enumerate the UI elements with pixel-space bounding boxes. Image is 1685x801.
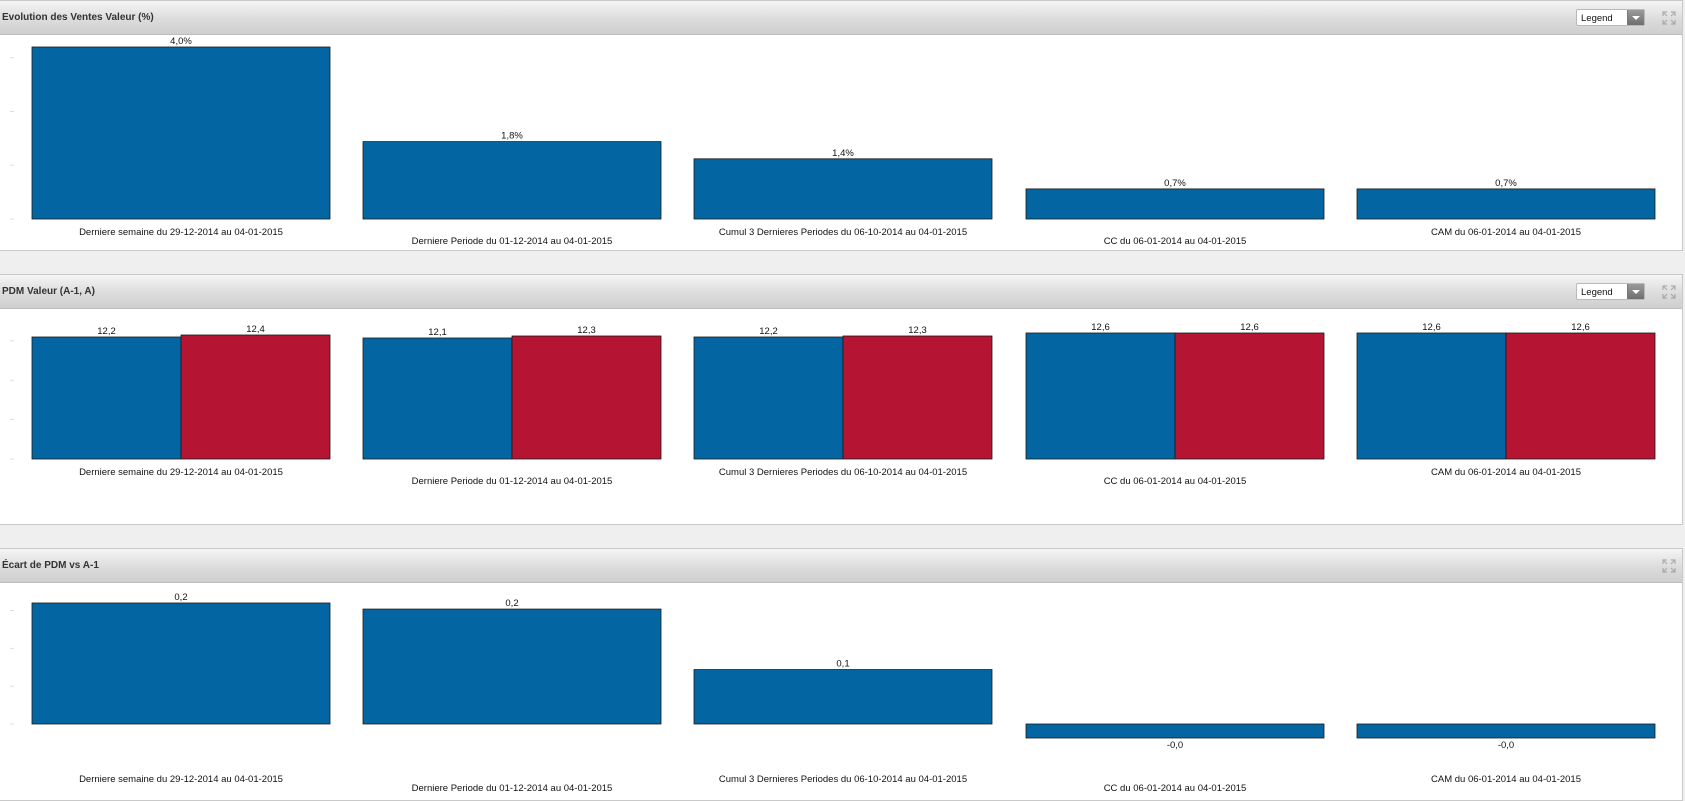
bar-value-label: -0,0	[1498, 740, 1514, 751]
chart-bar[interactable]	[31, 602, 331, 725]
category-label: CC du 06-01-2014 au 04-01-2015	[1104, 476, 1247, 487]
bar-value-label: 1,8%	[501, 131, 523, 142]
bar-value-label: 0,2	[174, 592, 187, 603]
chart-bar[interactable]	[693, 336, 844, 460]
chart-bar[interactable]	[1356, 723, 1656, 739]
bar-value-label: 0,2	[505, 598, 518, 609]
panel-title: Evolution des Ventes Valeur (%)	[2, 12, 154, 23]
bar-value-label: 0,7%	[1495, 178, 1517, 189]
chart-bar[interactable]	[362, 337, 513, 460]
chart-bar[interactable]	[1356, 332, 1507, 460]
chart-bar[interactable]	[31, 46, 331, 220]
category-label: CC du 06-01-2014 au 04-01-2015	[1104, 236, 1247, 247]
chart-bar[interactable]	[1025, 188, 1325, 220]
category-label: Derniere Periode du 01-12-2014 au 04-01-…	[412, 476, 613, 487]
chart-bar[interactable]	[31, 336, 182, 460]
chart-panel-ecart: Écart de PDM vs A-1 0,2 Derniere semaine …	[0, 548, 1683, 801]
panel-header: PDM Valeur (A-1, A) Legend	[0, 275, 1682, 309]
legend-dropdown-label: Legend	[1581, 13, 1613, 24]
category-label: Cumul 3 Dernieres Periodes du 06-10-2014…	[719, 467, 967, 478]
bar-value-label: -0,0	[1167, 740, 1183, 751]
category-label: Derniere semaine du 29-12-2014 au 04-01-…	[79, 227, 283, 238]
bar-value-label: 12,4	[246, 324, 265, 335]
chart-bar[interactable]	[362, 141, 662, 220]
panel-title: PDM Valeur (A-1, A)	[2, 286, 95, 297]
bar-value-label: 12,2	[97, 326, 116, 337]
category-label: CAM du 06-01-2014 au 04-01-2015	[1431, 227, 1581, 238]
bar-value-label: 12,3	[577, 325, 596, 336]
bar-chart-ventes: 4,0% Derniere semaine du 29-12-2014 au 04…	[10, 36, 1656, 247]
bar-value-label: 12,6	[1422, 322, 1441, 333]
bar-value-label: 12,6	[1240, 322, 1259, 333]
chevron-down-icon[interactable]	[1627, 10, 1644, 25]
chart-bar[interactable]	[693, 669, 993, 725]
chart-bar[interactable]	[842, 335, 993, 460]
chart-bar[interactable]	[1505, 332, 1656, 460]
panel-title: Écart de PDM vs A-1	[2, 560, 99, 571]
chart-bar[interactable]	[1174, 332, 1325, 460]
bar-chart-ecart: 0,2 Derniere semaine du 29-12-2014 au 04-…	[10, 592, 1656, 794]
bar-value-label: 12,6	[1571, 322, 1590, 333]
bar-chart-pdm: 12,2 12,4 Derniere semaine du 29-12-2014 a…	[10, 322, 1656, 487]
category-label: Cumul 3 Dernieres Periodes du 06-10-2014…	[719, 774, 967, 785]
category-label: Derniere semaine du 29-12-2014 au 04-01-…	[79, 774, 283, 785]
legend-dropdown[interactable]: Legend	[1576, 9, 1645, 26]
bar-value-label: 12,2	[759, 326, 778, 337]
chart-bar[interactable]	[1356, 188, 1656, 220]
bar-value-label: 12,3	[908, 325, 927, 336]
bar-value-label: 0,1	[836, 659, 849, 670]
chart-bar[interactable]	[693, 158, 993, 220]
chart-panel-pdm: PDM Valeur (A-1, A) Legend 12,2 12,4 Derni…	[0, 274, 1683, 525]
chart-bar[interactable]	[180, 334, 331, 460]
category-label: Derniere Periode du 01-12-2014 au 04-01-…	[412, 236, 613, 247]
bar-value-label: 0,7%	[1164, 178, 1186, 189]
chart-bar[interactable]	[1025, 723, 1325, 739]
expand-icon[interactable]	[1662, 285, 1676, 299]
category-label: Derniere semaine du 29-12-2014 au 04-01-…	[79, 467, 283, 478]
category-label: CAM du 06-01-2014 au 04-01-2015	[1431, 774, 1581, 785]
panel-header: Evolution des Ventes Valeur (%) Legend	[0, 1, 1682, 35]
chart-bar[interactable]	[511, 335, 662, 460]
panel-header: Écart de PDM vs A-1	[0, 549, 1682, 583]
expand-icon[interactable]	[1662, 11, 1676, 25]
expand-icon[interactable]	[1662, 559, 1676, 573]
category-label: Derniere Periode du 01-12-2014 au 04-01-…	[412, 783, 613, 794]
category-label: Cumul 3 Dernieres Periodes du 06-10-2014…	[719, 227, 967, 238]
bar-value-label: 1,4%	[832, 148, 854, 159]
chart-bar[interactable]	[362, 608, 662, 725]
category-label: CC du 06-01-2014 au 04-01-2015	[1104, 783, 1247, 794]
chevron-down-icon[interactable]	[1627, 284, 1644, 299]
chart-panel-ventes: Evolution des Ventes Valeur (%) Legend 4…	[0, 0, 1683, 251]
bar-value-label: 12,6	[1091, 322, 1110, 333]
bar-value-label: 12,1	[428, 327, 447, 338]
bar-value-label: 4,0%	[170, 36, 192, 47]
chart-bar[interactable]	[1025, 332, 1176, 460]
legend-dropdown-label: Legend	[1581, 287, 1613, 298]
legend-dropdown[interactable]: Legend	[1576, 283, 1645, 300]
category-label: CAM du 06-01-2014 au 04-01-2015	[1431, 467, 1581, 478]
